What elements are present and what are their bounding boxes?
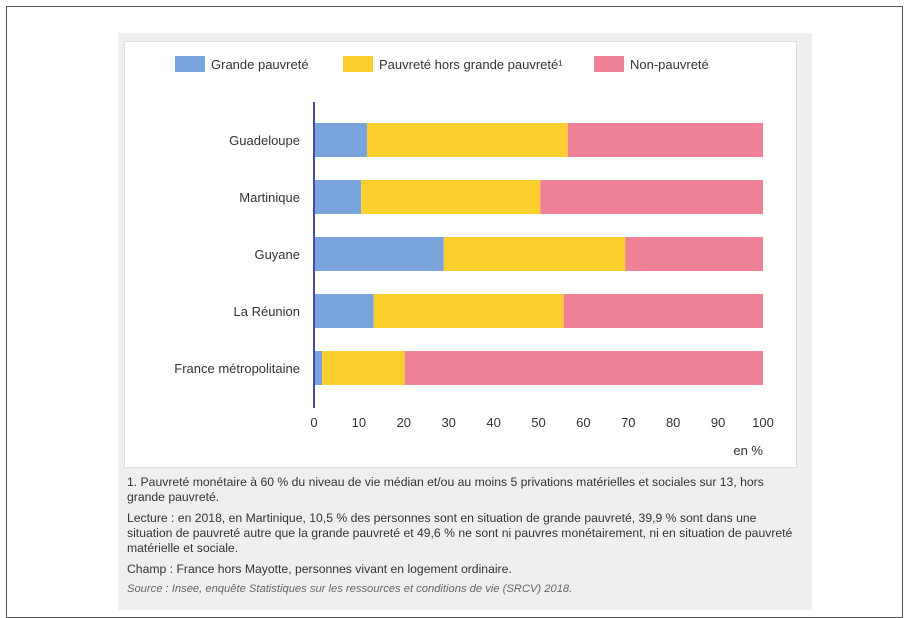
source-note: Source : Insee, enquête Statistiques sur… (127, 583, 573, 595)
bar-segment (361, 180, 541, 214)
x-tick-label: 0 (310, 415, 317, 430)
x-tick-label: 50 (531, 415, 545, 430)
x-tick-label: 40 (486, 415, 500, 430)
bar-segment (625, 237, 763, 271)
bar-segment (373, 294, 564, 328)
x-tick-label: 80 (666, 415, 680, 430)
bar-segment (540, 180, 763, 214)
y-axis-labels: Guadeloupe Martinique Guyane La Réunion Fran… (174, 133, 300, 376)
legend-swatch-3 (594, 56, 624, 72)
bar-segment (443, 237, 626, 271)
legend-swatch-1 (175, 56, 205, 72)
bar-segment (322, 351, 405, 385)
legend-label-3: Non-pauvreté (630, 57, 709, 72)
scope-note: Champ : France hors Mayotte, personnes v… (127, 562, 512, 576)
x-axis: 0 10 20 30 40 50 60 70 80 90 100 en % (310, 102, 774, 458)
x-tick-label: 60 (576, 415, 590, 430)
x-tick-label: 20 (397, 415, 411, 430)
legend-swatch-2 (343, 56, 373, 72)
x-axis-label: en % (733, 443, 763, 458)
reading-note: Lecture : en 2018, en Martinique, 10,5 %… (127, 511, 793, 555)
bar-segment (314, 237, 444, 271)
category-label: France métropolitaine (174, 361, 300, 376)
legend-label-1: Grande pauvreté (211, 57, 309, 72)
bar-segment (314, 294, 374, 328)
footnote-text: 1. Pauvreté monétaire à 60 % du niveau d… (127, 475, 764, 504)
category-label: Martinique (239, 190, 300, 205)
bar-segment (567, 123, 763, 157)
legend-label-2: Pauvreté hors grande pauvreté¹ (379, 57, 563, 72)
bar-segment (314, 180, 362, 214)
stacked-bar-chart: Grande pauvreté Pauvreté hors grande pauv… (174, 56, 774, 458)
bar-segment (314, 123, 367, 157)
figure-notes: 1. Pauvreté monétaire à 60 % du niveau d… (127, 475, 797, 603)
bar-segment (404, 351, 763, 385)
chart-bars (314, 123, 763, 385)
bar-segment (563, 294, 763, 328)
category-label: Guadeloupe (229, 133, 300, 148)
chart-legend: Grande pauvreté Pauvreté hors grande pauv… (175, 56, 709, 72)
category-label: Guyane (254, 247, 300, 262)
x-tick-label: 30 (441, 415, 455, 430)
x-tick-label: 10 (352, 415, 366, 430)
x-tick-label: 100 (752, 415, 774, 430)
x-tick-label: 90 (711, 415, 725, 430)
category-label: La Réunion (234, 304, 301, 319)
x-tick-label: 70 (621, 415, 635, 430)
bar-segment (366, 123, 568, 157)
bar-segment (314, 351, 323, 385)
